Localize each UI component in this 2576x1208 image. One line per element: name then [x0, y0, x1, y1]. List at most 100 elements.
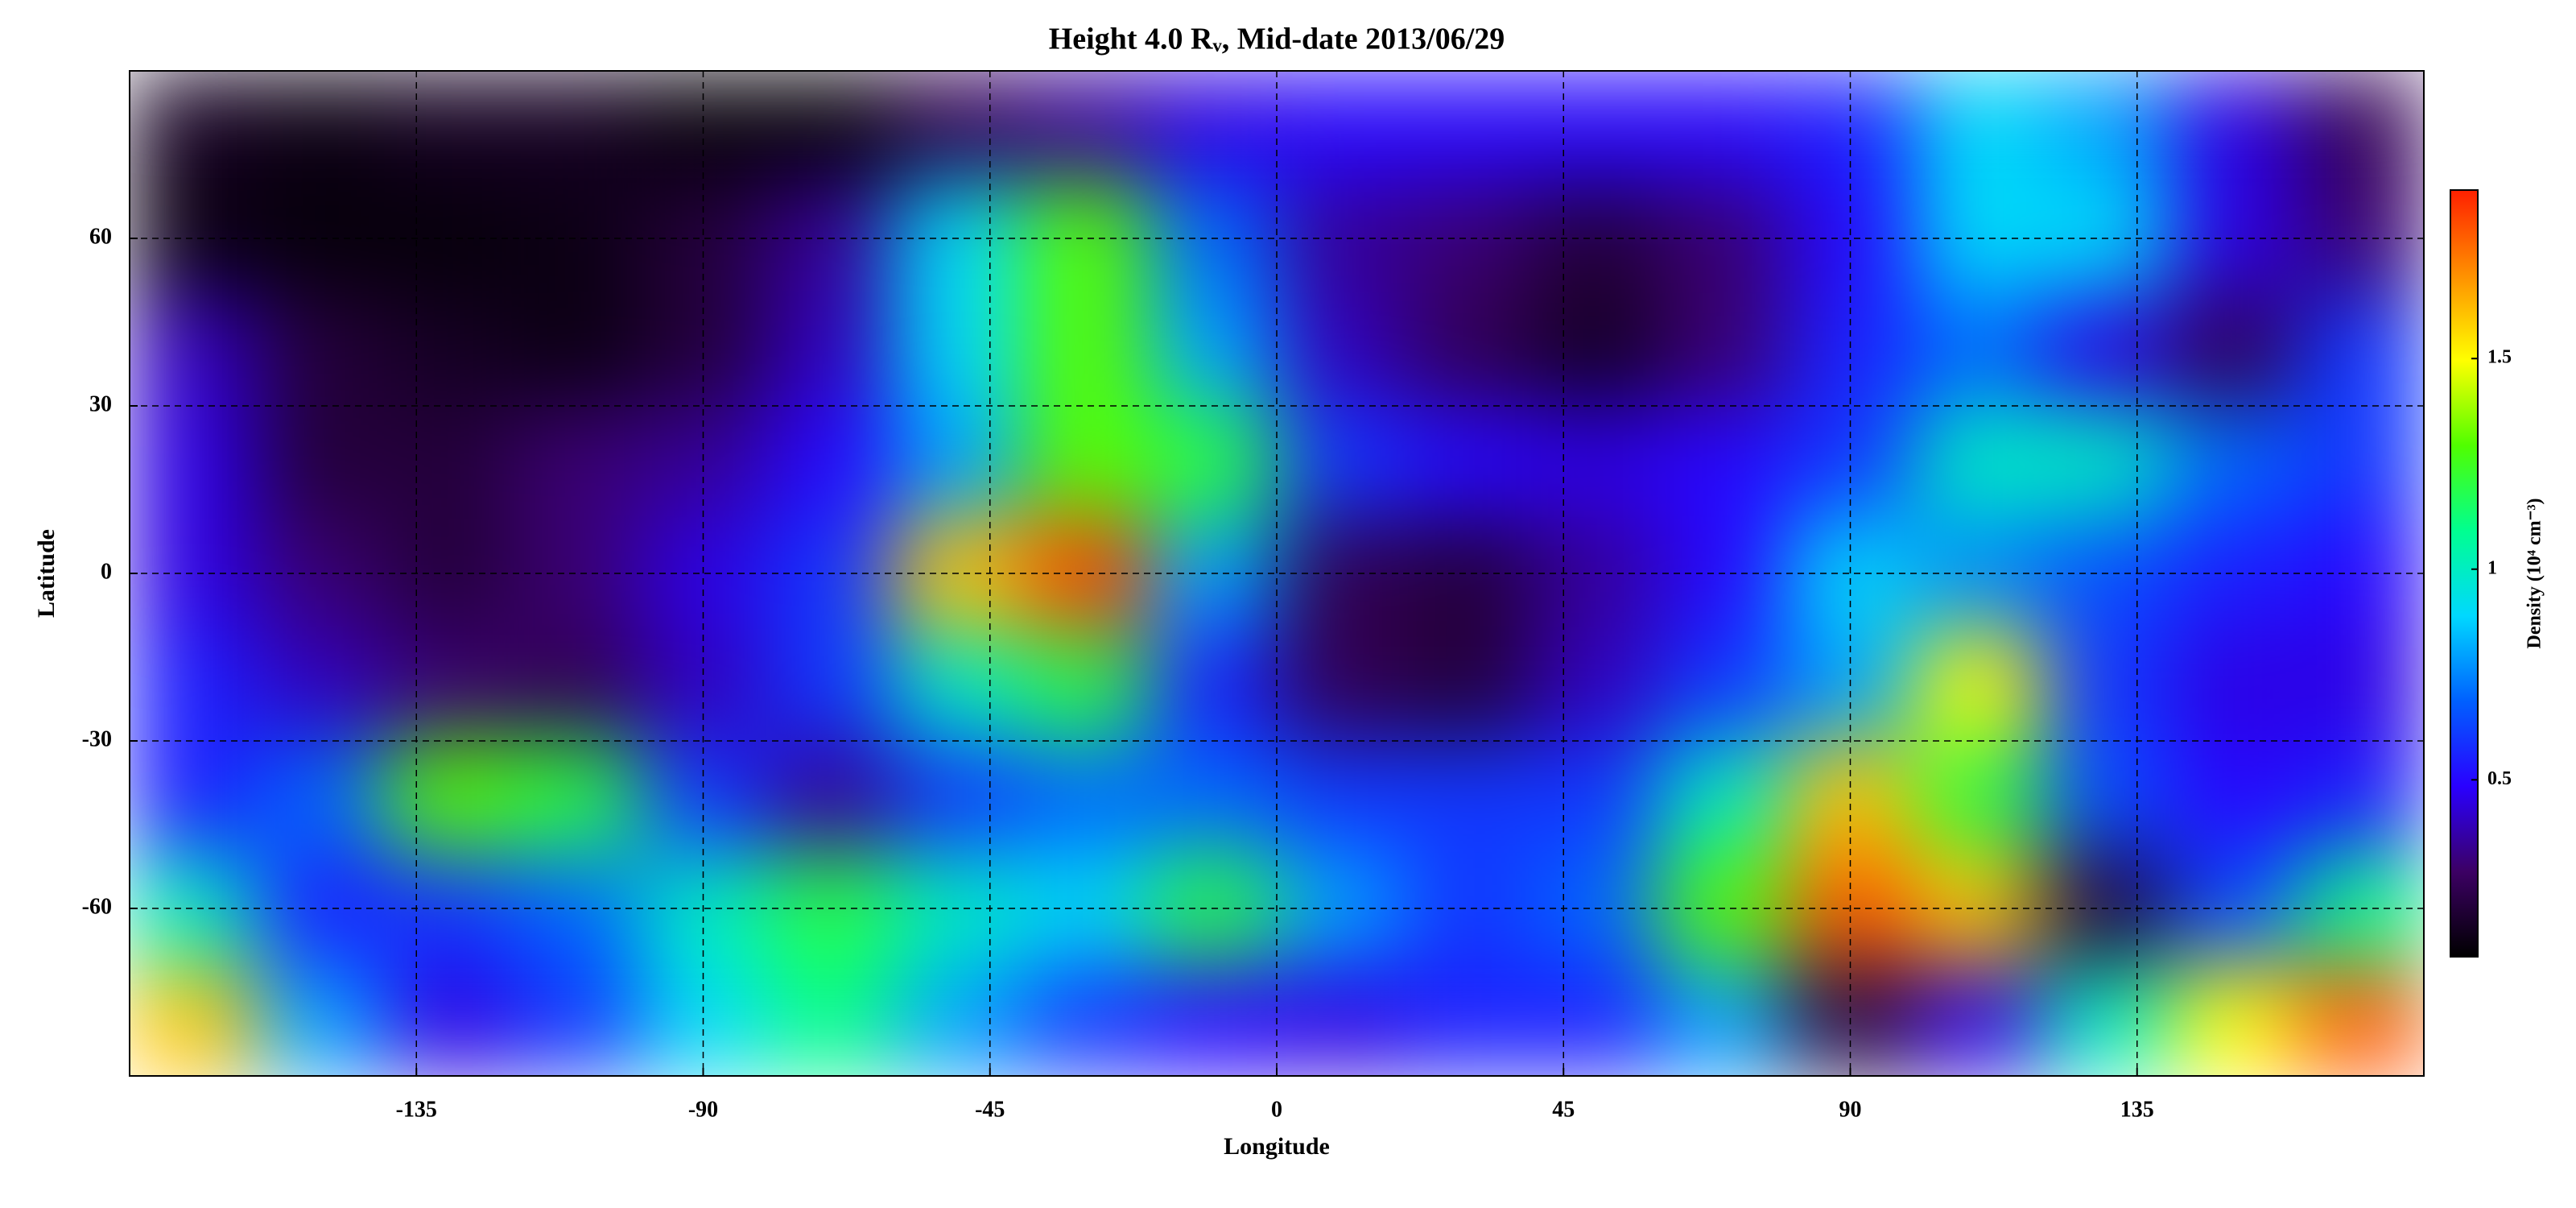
heatmap-cell: [1276, 293, 1405, 407]
heatmap-cell: [1021, 628, 1150, 742]
heatmap-cell: [1149, 740, 1278, 854]
heatmap-cell: [256, 182, 386, 295]
heatmap-cell: [256, 740, 386, 854]
heatmap-cell: [256, 71, 386, 184]
heatmap-cell: [2041, 71, 2169, 184]
heatmap-cell: [1913, 740, 2042, 854]
heatmap-cell: [1149, 963, 1278, 1076]
overlay: -135 -90 -45 0 45 90 135 -60 -30 0 30 60: [82, 71, 2424, 1122]
heatmap-cell: [766, 293, 895, 407]
heatmap-cell: [1149, 293, 1278, 407]
heatmap-cell: [2041, 405, 2169, 519]
heatmap-cell: [2296, 293, 2424, 407]
x-tick-label: 90: [1839, 1097, 1862, 1122]
heatmap-cell: [1658, 405, 1787, 519]
heatmap-cell: [766, 963, 895, 1076]
colorbar-tick-label: 0.5: [2487, 768, 2512, 789]
heatmap-cell: [256, 517, 386, 630]
heatmap-cell: [2041, 628, 2169, 742]
heatmap-cell: [130, 963, 258, 1076]
heatmap-cell: [1403, 182, 1533, 295]
heatmap-cell: [130, 405, 258, 519]
colorbar-label: Density (10⁴ cm⁻³): [2524, 498, 2545, 648]
heatmap-cell: [894, 293, 1022, 407]
heatmap-cell: [1149, 405, 1278, 519]
y-tick-label: -30: [82, 726, 112, 751]
heatmap-cell: [2168, 852, 2297, 965]
x-axis-label: Longitude: [1224, 1133, 1330, 1160]
heatmap-cell: [130, 628, 258, 742]
heatmap-cell: [1403, 852, 1533, 965]
heatmap-cell: [511, 740, 640, 854]
heatmap-cell: [1403, 740, 1533, 854]
heatmap-cell: [130, 852, 258, 965]
heatmap-cell: [2041, 740, 2169, 854]
heatmap-cell: [2168, 740, 2297, 854]
heatmap-cell: [766, 628, 895, 742]
heatmap-cell: [1021, 71, 1150, 184]
heatmap-cell: [894, 740, 1022, 854]
heatmap-field: [130, 71, 2424, 1076]
heatmap-cell: [1658, 963, 1787, 1076]
heatmap-cell: [894, 405, 1022, 519]
x-tick-label: -90: [688, 1097, 718, 1122]
heatmap-cell: [511, 71, 640, 184]
heatmap-cell: [1913, 293, 2042, 407]
heatmap-cell: [1021, 852, 1150, 965]
heatmap-cell: [1276, 628, 1405, 742]
plot-frame: [129, 70, 2425, 1077]
heatmap-cell: [256, 963, 386, 1076]
heatmap-cell: [1276, 71, 1405, 184]
y-tick-label: 0: [101, 559, 112, 584]
heatmap-cell: [2168, 963, 2297, 1076]
heatmap-cell: [2296, 740, 2424, 854]
heatmap-cell: [1913, 71, 2042, 184]
heatmap-cell: [1021, 293, 1150, 407]
heatmap-cell: [2296, 71, 2424, 184]
heatmap-cell: [1658, 71, 1787, 184]
heatmap-cell: [130, 71, 258, 184]
heatmap-cell: [384, 963, 513, 1076]
heatmap-cell: [2168, 405, 2297, 519]
heatmap-cell: [511, 293, 640, 407]
heatmap-cell: [1658, 293, 1787, 407]
heatmap-cell: [256, 293, 386, 407]
heatmap-cell: [1149, 71, 1278, 184]
heatmap-cell: [130, 740, 258, 854]
heatmap-cell: [766, 740, 895, 854]
heatmap-cell: [1913, 628, 2042, 742]
heatmap-cell: [2041, 963, 2169, 1076]
heatmap-cell: [130, 293, 258, 407]
heatmap-cell: [1403, 628, 1533, 742]
heatmap-cell: [1531, 740, 1660, 854]
heatmap-cell: [1403, 963, 1533, 1076]
heatmap-cell: [1913, 963, 2042, 1076]
chart-title: Height 4.0 Rᵥ, Mid-date 2013/06/29: [1049, 23, 1505, 56]
heatmap-cell: [384, 71, 513, 184]
heatmap-cell: [2296, 517, 2424, 630]
heatmap-cell: [511, 963, 640, 1076]
x-tick-label: 135: [2120, 1097, 2154, 1122]
y-tick-label: -60: [82, 894, 112, 919]
x-tick-label: -45: [975, 1097, 1005, 1122]
heatmap-cell: [1021, 740, 1150, 854]
heatmap-cell: [1021, 182, 1150, 295]
heatmap-cell: [1531, 628, 1660, 742]
y-tick-label: 30: [89, 391, 112, 416]
heatmap-cell: [1276, 963, 1405, 1076]
heatmap-cell: [2168, 293, 2297, 407]
heatmap-cell: [1658, 628, 1787, 742]
colorbar-tick-label: 1.5: [2487, 347, 2512, 368]
heatmap-cell: [1403, 71, 1533, 184]
heatmap-cell: [384, 293, 513, 407]
heatmap-cell: [2296, 852, 2424, 965]
heatmap-cell: [2296, 628, 2424, 742]
heatmap-cell: [894, 71, 1022, 184]
y-tick-label: 60: [89, 224, 112, 249]
heatmap-cell: [511, 405, 640, 519]
heatmap-cell: [1149, 628, 1278, 742]
heatmap-cell: [1021, 405, 1150, 519]
heatmap-cell: [256, 852, 386, 965]
